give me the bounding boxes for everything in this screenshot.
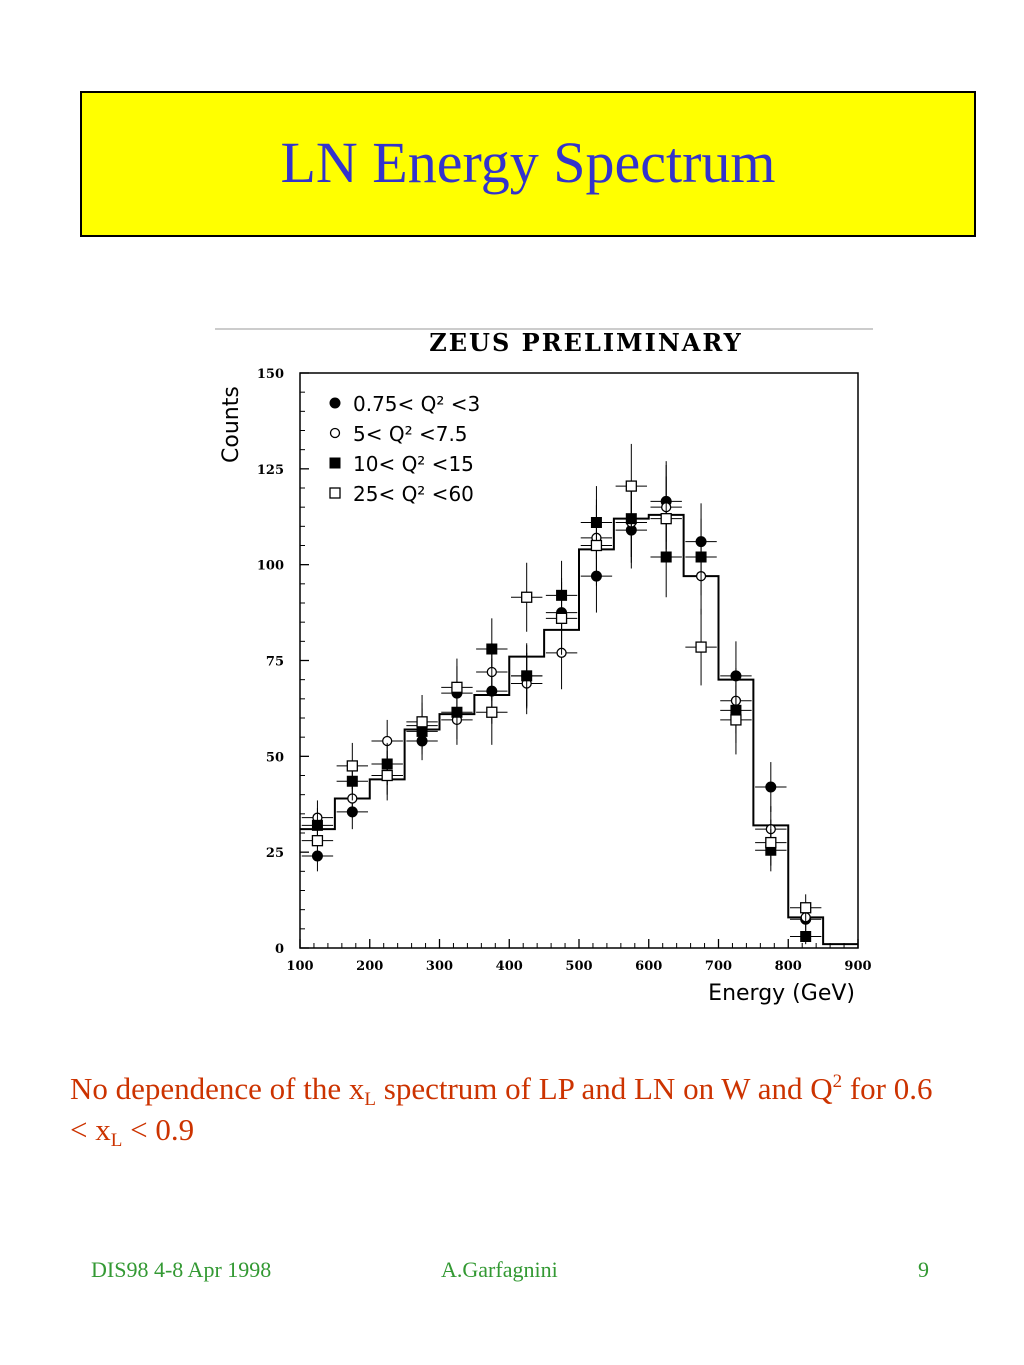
title-banner: LN Energy Spectrum	[80, 91, 976, 237]
legend-marker	[329, 487, 341, 499]
data-point	[555, 612, 568, 624]
y-tick-label: 75	[266, 655, 284, 670]
data-point	[800, 902, 812, 914]
data-point	[416, 716, 428, 728]
footer-author: A.Garfagnini	[441, 1257, 558, 1282]
data-point	[381, 769, 393, 782]
data-point	[730, 714, 742, 726]
y-tick-label: 25	[266, 846, 284, 861]
x-tick-label: 300	[426, 959, 453, 974]
y-tick-label: 50	[266, 750, 284, 765]
legend-label: 0.75< Q² <3	[353, 392, 480, 416]
data-point	[311, 835, 324, 847]
x-tick-label: 600	[635, 959, 662, 974]
caption-superscript: 2	[832, 1071, 843, 1092]
y-tick-label: 125	[257, 463, 284, 478]
y-axis-label: Counts	[219, 386, 244, 463]
caption-text-4: < 0.9	[122, 1112, 195, 1147]
data-point	[590, 539, 603, 552]
legend-marker	[329, 397, 341, 409]
x-tick-label: 100	[286, 959, 313, 974]
caption-subscript-1: L	[364, 1089, 376, 1110]
data-point	[486, 643, 498, 655]
y-tick-label: 0	[275, 942, 284, 957]
chart-container: ZEUS PRELIMINARY 100 200 300 400 500 600 700 800…	[215, 328, 873, 1008]
data-point	[765, 781, 777, 793]
slide-title: LN Energy Spectrum	[280, 129, 776, 195]
x-tick-label: 900	[844, 959, 871, 974]
legend-label: 25< Q² <60	[353, 482, 474, 506]
caption-text-3: for 0.6 < x	[70, 1071, 933, 1147]
chart-title: ZEUS PRELIMINARY	[429, 328, 743, 357]
x-tick-label: 400	[496, 959, 523, 974]
x-axis-label: Energy (GeV)	[708, 981, 855, 1006]
footer-page-number: 9	[918, 1257, 929, 1282]
caption-subscript-2: L	[110, 1130, 123, 1151]
data-point	[346, 760, 358, 772]
data-point	[800, 931, 812, 942]
data-point	[625, 480, 637, 492]
legend-marker	[329, 457, 341, 469]
slide-caption: No dependence of the xL spectrum of LP a…	[70, 1068, 950, 1150]
data-point	[695, 641, 707, 653]
data-point	[695, 551, 707, 563]
data-point	[521, 591, 533, 603]
legend-label: 5< Q² <7.5	[353, 422, 468, 446]
x-tick-label: 700	[705, 959, 732, 974]
caption-text-2: spectrum of LP and LN on W and Q	[376, 1071, 833, 1106]
data-point	[660, 513, 672, 525]
histogram-line	[300, 513, 858, 946]
y-tick-label: 150	[257, 367, 284, 382]
legend-label: 10< Q² <15	[353, 452, 474, 476]
data-point	[521, 670, 533, 682]
x-tick-label: 800	[775, 959, 802, 974]
data-point	[765, 836, 777, 849]
footer-conference: DIS98 4-8 Apr 1998	[91, 1257, 272, 1282]
x-tick-label: 200	[356, 959, 383, 974]
y-tick-label: 100	[257, 559, 284, 574]
data-point	[451, 681, 463, 693]
data-point	[486, 706, 498, 718]
legend-marker	[329, 427, 341, 439]
caption-text-1: No dependence of the x	[70, 1071, 365, 1106]
x-tick-label: 500	[565, 959, 592, 974]
